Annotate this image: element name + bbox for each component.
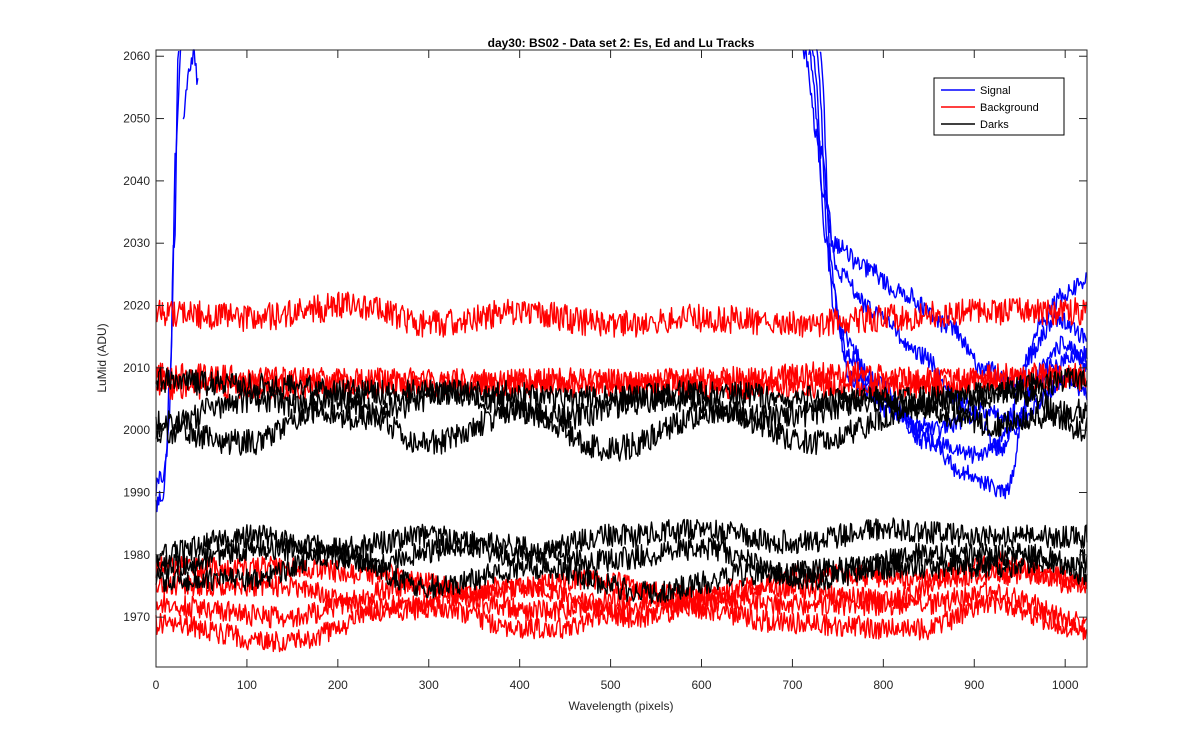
series-line-signal-1: [155, 49, 182, 497]
legend: Signal Background Darks: [933, 77, 1065, 136]
y-tick-label: 2020: [123, 299, 150, 313]
x-tick-label: 900: [964, 678, 984, 692]
x-tick-label: 200: [328, 678, 348, 692]
y-tick-label: 2010: [123, 361, 150, 375]
x-tick-label: 700: [782, 678, 802, 692]
legend-label-background: Background: [980, 102, 1039, 114]
series-line-darks-17: [155, 379, 1088, 462]
series-line-background-8: [155, 291, 1088, 338]
plot-frame: [155, 49, 1088, 668]
series-line-signal-2: [182, 49, 199, 120]
y-tick-label: 2060: [123, 49, 150, 63]
y-tick-label: 2050: [123, 112, 150, 126]
series-line-darks-18: [155, 517, 1088, 567]
x-tick-label: 1000: [1052, 678, 1079, 692]
x-tick-label: 0: [153, 678, 160, 692]
x-tick-label: 400: [510, 678, 530, 692]
y-tick-label: 1990: [123, 485, 150, 499]
x-tick-label: 600: [691, 678, 711, 692]
x-axis-label: Wavelength (pixels): [569, 699, 674, 713]
chart-title: day30: BS02 - Data set 2: Es, Ed and Lu …: [488, 36, 755, 50]
series-line-background-14: [155, 555, 1088, 615]
axes-layer: 0 100 200 300 400 500 600 700 800 900 1000 1970 1980…: [123, 49, 1087, 692]
y-tick-label: 2000: [123, 423, 150, 437]
series-line-darks-19: [155, 530, 1088, 591]
x-tick-label: 100: [237, 678, 257, 692]
y-tick-label: 1970: [123, 610, 150, 624]
x-tick-label: 500: [601, 678, 621, 692]
legend-label-darks: Darks: [980, 119, 1009, 131]
series-layer: [155, 49, 1088, 653]
series-line-background-10: [155, 362, 1088, 401]
series-line-darks-20: [155, 542, 1088, 604]
series-line-signal-3: [802, 49, 1088, 390]
series-line-background-13: [155, 550, 1088, 629]
y-axis-label: LuMid (ADU): [95, 323, 109, 392]
x-tick-label: 300: [419, 678, 439, 692]
legend-label-signal: Signal: [980, 85, 1011, 97]
y-tick-label: 2040: [123, 174, 150, 188]
x-tick-label: 800: [873, 678, 893, 692]
y-tick-label: 1980: [123, 548, 150, 562]
y-tick-label: 2030: [123, 236, 150, 250]
